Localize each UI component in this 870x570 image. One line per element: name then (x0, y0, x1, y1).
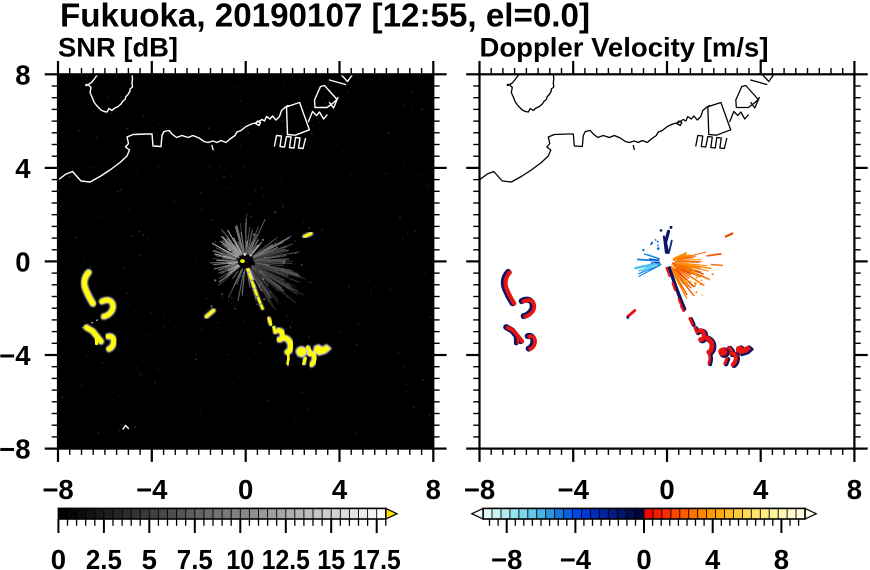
svg-text:4: 4 (332, 474, 348, 505)
svg-text:SNR [dB]: SNR [dB] (58, 33, 178, 63)
svg-text:12.5: 12.5 (262, 544, 310, 570)
svg-text:8: 8 (426, 474, 441, 505)
svg-text:2.5: 2.5 (86, 544, 122, 570)
svg-text:0: 0 (636, 544, 651, 570)
svg-text:8: 8 (774, 544, 789, 570)
svg-text:Fukuoka, 20190107 [12:55, el=0: Fukuoka, 20190107 [12:55, el=0.0] (60, 0, 590, 33)
svg-text:−4: −4 (560, 544, 592, 570)
svg-text:4: 4 (753, 474, 769, 505)
svg-text:0: 0 (51, 544, 66, 570)
svg-text:17.5: 17.5 (353, 544, 401, 570)
svg-text:0: 0 (659, 474, 674, 505)
svg-text:15: 15 (317, 544, 345, 570)
svg-text:10: 10 (226, 544, 254, 570)
svg-text:0: 0 (15, 246, 30, 277)
svg-text:−8: −8 (491, 544, 522, 570)
svg-text:−8: −8 (0, 434, 31, 465)
svg-text:5: 5 (142, 544, 157, 570)
svg-text:−4: −4 (136, 474, 168, 505)
svg-text:4: 4 (15, 153, 31, 184)
svg-text:8: 8 (847, 474, 862, 505)
svg-text:4: 4 (705, 544, 721, 570)
svg-text:7.5: 7.5 (177, 544, 213, 570)
svg-text:−4: −4 (0, 340, 31, 371)
svg-text:0: 0 (238, 474, 253, 505)
svg-text:−8: −8 (464, 474, 495, 505)
svg-text:−4: −4 (558, 474, 590, 505)
svg-text:−8: −8 (42, 474, 73, 505)
svg-text:8: 8 (15, 59, 30, 90)
svg-text:Doppler Velocity [m/s]: Doppler Velocity [m/s] (480, 33, 769, 63)
